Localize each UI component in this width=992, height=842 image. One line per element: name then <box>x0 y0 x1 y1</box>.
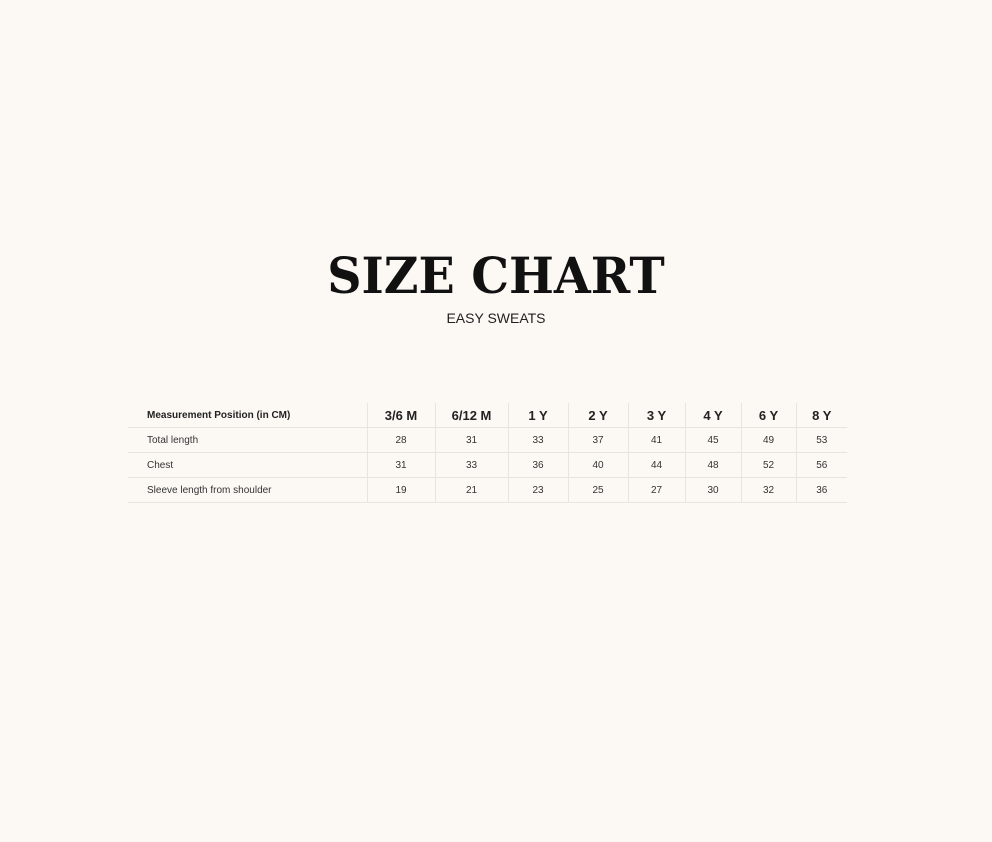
size-header: 8 Y <box>795 403 847 428</box>
measurement-cell: 36 <box>507 452 568 478</box>
size-header: 6 Y <box>740 403 796 428</box>
measurement-cell: 31 <box>366 452 435 478</box>
measurement-cell: 52 <box>740 452 796 478</box>
size-header: 1 Y <box>507 403 568 428</box>
measurement-cell: 31 <box>434 427 508 453</box>
row-label: Chest <box>128 452 367 478</box>
measurement-cell: 37 <box>567 427 628 453</box>
measurement-cell: 41 <box>627 427 685 453</box>
measurement-cell: 19 <box>366 477 435 503</box>
measurement-cell: 21 <box>434 477 508 503</box>
row-label: Sleeve length from shoulder <box>128 477 367 503</box>
size-table: Measurement Position (in CM) 3/6 M 6/12 M… <box>128 403 847 503</box>
measurement-cell: 25 <box>567 477 628 503</box>
header-row: Measurement Position (in CM) 3/6 M 6/12 M… <box>128 403 847 428</box>
size-header: 3 Y <box>627 403 685 428</box>
measurement-cell: 33 <box>507 427 568 453</box>
measurement-cell: 30 <box>684 477 741 503</box>
size-header: 6/12 M <box>434 403 508 428</box>
table-row: Total length 28 31 33 37 41 45 49 53 <box>128 427 847 453</box>
table-row: Sleeve length from shoulder 19 21 23 25 27 30 3… <box>128 477 847 503</box>
page-title: SIZE CHART <box>327 246 665 305</box>
measurement-cell: 23 <box>507 477 568 503</box>
measurement-cell: 27 <box>627 477 685 503</box>
measurement-cell: 40 <box>567 452 628 478</box>
header-label: Measurement Position (in CM) <box>128 403 367 428</box>
measurement-cell: 44 <box>627 452 685 478</box>
measurement-cell: 48 <box>684 452 741 478</box>
measurement-cell: 28 <box>366 427 435 453</box>
measurement-cell: 33 <box>434 452 508 478</box>
row-label: Total length <box>128 427 367 453</box>
measurement-cell: 32 <box>740 477 796 503</box>
table-row: Chest 31 33 36 40 44 48 52 56 <box>128 452 847 478</box>
measurement-cell: 36 <box>795 477 847 503</box>
size-header: 2 Y <box>567 403 628 428</box>
measurement-cell: 49 <box>740 427 796 453</box>
measurement-cell: 56 <box>795 452 847 478</box>
measurement-cell: 53 <box>795 427 847 453</box>
size-header: 4 Y <box>684 403 741 428</box>
measurement-cell: 45 <box>684 427 741 453</box>
size-header: 3/6 M <box>366 403 435 428</box>
page-subtitle: EASY SWEATS <box>446 310 546 326</box>
